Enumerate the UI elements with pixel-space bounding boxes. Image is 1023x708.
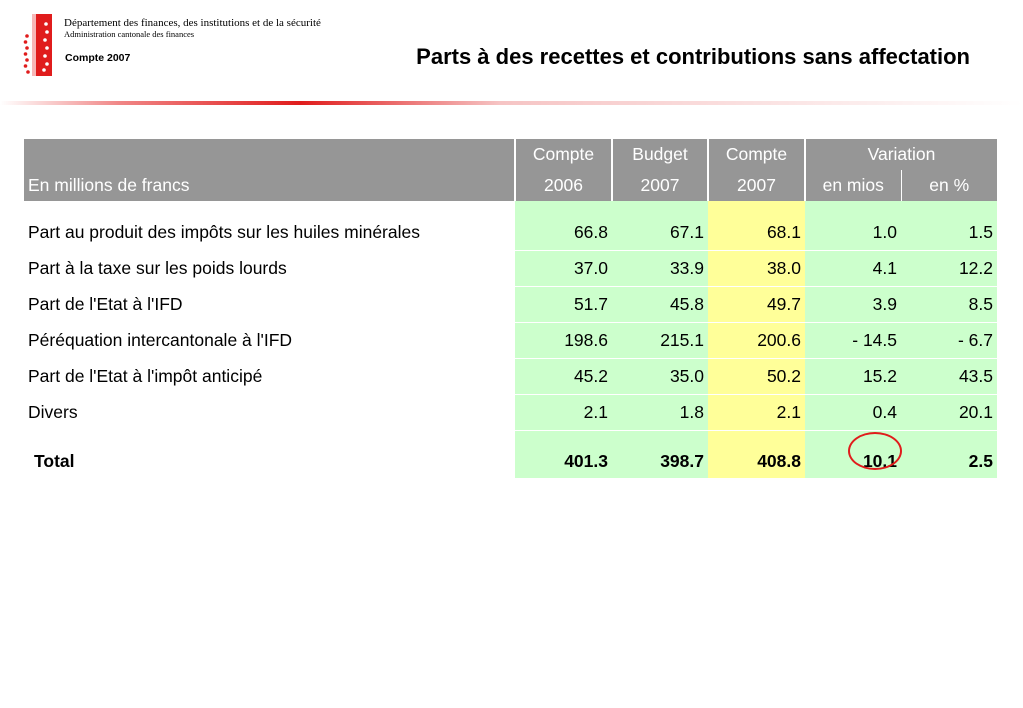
- col-variation-mios: en mios: [804, 170, 901, 201]
- value-budget-2007: 1.8: [612, 394, 708, 431]
- table-row: Part au produit des impôts sur les huile…: [24, 215, 997, 251]
- total-budget-2007: 398.7: [612, 445, 708, 479]
- header-row-top: Compte Budget Compte Variation: [24, 139, 997, 170]
- col-header-compte-2007: Compte: [707, 139, 805, 170]
- spacer-row: [24, 201, 997, 215]
- value-compte-2006: 45.2: [515, 358, 612, 395]
- value-variation-mios: - 14.5: [805, 322, 901, 359]
- unit-label: En millions de francs: [24, 170, 515, 201]
- col-header-compte-2006: Compte: [514, 139, 612, 170]
- canton-shield-logo: [23, 14, 52, 76]
- value-compte-2006: 51.7: [515, 286, 612, 323]
- value-budget-2007: 215.1: [612, 322, 708, 359]
- page-title: Parts à des recettes et contributions sa…: [416, 44, 970, 69]
- value-compte-2007: 38.0: [708, 250, 805, 287]
- value-compte-2006: 37.0: [515, 250, 612, 287]
- row-label: Part à la taxe sur les poids lourds: [28, 258, 287, 278]
- report-label: Compte 2007: [65, 52, 131, 64]
- table-row: Part de l'Etat à l'IFD 51.7 45.8 49.7 3.…: [24, 286, 997, 323]
- col-year-2006: 2006: [514, 170, 612, 201]
- value-variation-pct: 12.2: [901, 250, 997, 287]
- value-variation-mios: 4.1: [805, 250, 901, 287]
- value-compte-2006: 198.6: [515, 322, 612, 359]
- table-row: Divers 2.1 1.8 2.1 0.4 20.1: [24, 394, 997, 431]
- total-variation-pct: 2.5: [901, 445, 997, 479]
- row-label: Part au produit des impôts sur les huile…: [28, 222, 420, 243]
- table-row: Péréquation intercantonale à l'IFD 198.6…: [24, 322, 997, 359]
- total-label: Total: [34, 451, 75, 472]
- header-blank-cell: [24, 139, 515, 170]
- col-year-compte-2007: 2007: [707, 170, 805, 201]
- value-variation-pct: 8.5: [901, 286, 997, 323]
- col-header-variation: Variation: [804, 139, 997, 170]
- value-budget-2007: 45.8: [612, 286, 708, 323]
- table-row: Part de l'Etat à l'impôt anticipé 45.2 3…: [24, 358, 997, 395]
- value-variation-pct: 20.1: [901, 394, 997, 431]
- col-header-budget-2007: Budget: [611, 139, 708, 170]
- value-variation-pct: 1.5: [901, 215, 997, 251]
- header-row-bottom: En millions de francs 2006 2007 2007 en …: [24, 170, 997, 201]
- value-compte-2006: 66.8: [515, 215, 612, 251]
- table-row: Part à la taxe sur les poids lourds 37.0…: [24, 250, 997, 287]
- row-label: Divers: [28, 402, 78, 422]
- value-variation-mios: 0.4: [805, 394, 901, 431]
- highlight-circle: [848, 432, 902, 470]
- department-name: Département des finances, des institutio…: [64, 17, 321, 29]
- department-heading: Département des finances, des institutio…: [64, 18, 321, 39]
- value-variation-pct: - 6.7: [901, 322, 997, 359]
- value-compte-2006: 2.1: [515, 394, 612, 431]
- revenue-shares-table: Compte Budget Compte Variation En millio…: [24, 139, 997, 479]
- value-variation-pct: 43.5: [901, 358, 997, 395]
- col-year-budget-2007: 2007: [611, 170, 708, 201]
- administration-name: Administration cantonale des finances: [64, 29, 195, 39]
- value-compte-2007: 2.1: [708, 394, 805, 431]
- value-compte-2007: 50.2: [708, 358, 805, 395]
- value-budget-2007: 33.9: [612, 250, 708, 287]
- row-label: Part de l'Etat à l'impôt anticipé: [28, 366, 263, 386]
- value-variation-mios: 3.9: [805, 286, 901, 323]
- total-compte-2006: 401.3: [515, 445, 612, 479]
- value-budget-2007: 67.1: [612, 215, 708, 251]
- row-label: Péréquation intercantonale à l'IFD: [28, 330, 293, 350]
- value-variation-mios: 15.2: [805, 358, 901, 395]
- col-variation-pct: en %: [900, 170, 997, 201]
- header-divider: [0, 101, 1023, 105]
- value-compte-2007: 200.6: [708, 322, 805, 359]
- row-label: Part de l'Etat à l'IFD: [28, 294, 183, 314]
- value-budget-2007: 35.0: [612, 358, 708, 395]
- value-compte-2007: 49.7: [708, 286, 805, 323]
- total-compte-2007: 408.8: [708, 445, 805, 479]
- value-variation-mios: 1.0: [805, 215, 901, 251]
- value-compte-2007: 68.1: [708, 215, 805, 251]
